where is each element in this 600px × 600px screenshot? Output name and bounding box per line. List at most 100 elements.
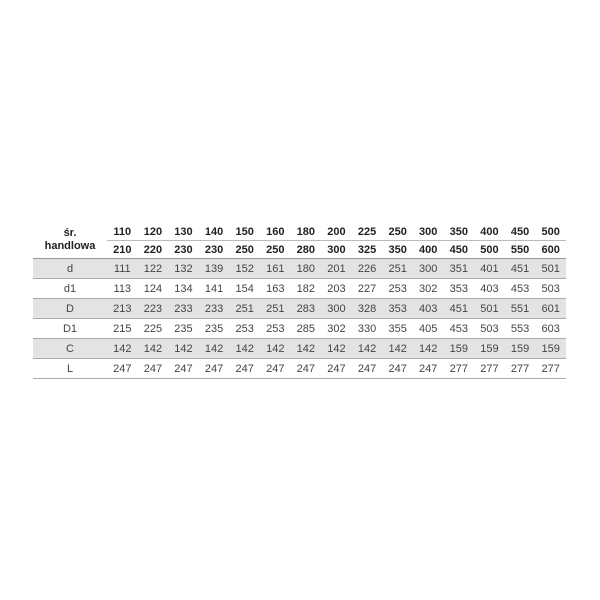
row-label: C — [33, 338, 107, 359]
table-cell: 203 — [321, 278, 352, 299]
table-cell: 163 — [259, 278, 291, 299]
header-cell: 325 — [351, 240, 383, 259]
table-cell: 247 — [351, 358, 383, 379]
table-cell: 451 — [504, 258, 536, 279]
header-cell: 180 — [290, 223, 322, 241]
table-cell: 603 — [535, 318, 566, 339]
table-cell: 553 — [504, 318, 536, 339]
table-cell: 161 — [259, 258, 291, 279]
row-label: L — [33, 358, 107, 379]
table-cell: 223 — [137, 298, 169, 319]
table-cell: 142 — [107, 338, 138, 359]
table-cell: 142 — [198, 338, 230, 359]
header-cell: 230 — [168, 240, 199, 259]
table-cell: 355 — [382, 318, 413, 339]
table-cell: 247 — [168, 358, 199, 379]
table-cell: 551 — [504, 298, 536, 319]
table-cell: 353 — [382, 298, 413, 319]
table-cell: 142 — [382, 338, 413, 359]
table-cell: 302 — [412, 278, 444, 299]
table-cell: 251 — [382, 258, 413, 279]
table-row: d 111 122 132 139 152 161 180 201 226 251 300 351 401… — [33, 258, 566, 279]
table-cell: 277 — [474, 358, 505, 379]
table-cell: 141 — [198, 278, 230, 299]
table-cell: 225 — [137, 318, 169, 339]
header-cell: 160 — [259, 223, 291, 241]
row-label: d — [33, 258, 107, 279]
table-cell: 233 — [198, 298, 230, 319]
table-cell: 233 — [168, 298, 199, 319]
table-cell: 142 — [229, 338, 260, 359]
table-cell: 302 — [321, 318, 352, 339]
table-cell: 142 — [412, 338, 444, 359]
table-cell: 247 — [321, 358, 352, 379]
table-cell: 111 — [107, 258, 138, 279]
table-cell: 453 — [443, 318, 475, 339]
header-cell: 300 — [412, 223, 444, 241]
table-cell: 601 — [535, 298, 566, 319]
header-cell: 400 — [412, 240, 444, 259]
header-row-secondary: 210 220 230 230 250 250 280 300 325 350 400 450 500 5… — [33, 240, 566, 259]
table-cell: 403 — [474, 278, 505, 299]
table-cell: 226 — [351, 258, 383, 279]
table-cell: 405 — [412, 318, 444, 339]
table-cell: 247 — [382, 358, 413, 379]
table-cell: 251 — [259, 298, 291, 319]
table-cell: 253 — [229, 318, 260, 339]
table-cell: 247 — [290, 358, 322, 379]
table-row: L 247 247 247 247 247 247 247 247 247 247 247 277 277… — [33, 358, 566, 379]
header-cell: 350 — [382, 240, 413, 259]
table-cell: 142 — [137, 338, 169, 359]
table-row: D 213 223 233 233 251 251 283 300 328 353 403 451 501… — [33, 298, 566, 319]
header-cell: 150 — [229, 223, 260, 241]
table-cell: 453 — [504, 278, 536, 299]
table-cell: 403 — [412, 298, 444, 319]
table-cell: 247 — [229, 358, 260, 379]
header-cell: 550 — [504, 240, 536, 259]
table-cell: 159 — [443, 338, 475, 359]
header-cell: 220 — [137, 240, 169, 259]
table-cell: 300 — [321, 298, 352, 319]
header-cell: 130 — [168, 223, 199, 241]
table-cell: 152 — [229, 258, 260, 279]
table-cell: 247 — [198, 358, 230, 379]
table-cell: 142 — [259, 338, 291, 359]
table-cell: 247 — [412, 358, 444, 379]
header-cell: 300 — [321, 240, 352, 259]
header-cell: 250 — [229, 240, 260, 259]
row-label: D — [33, 298, 107, 319]
table-cell: 159 — [474, 338, 505, 359]
table-cell: 353 — [443, 278, 475, 299]
table-cell: 154 — [229, 278, 260, 299]
table-cell: 247 — [259, 358, 291, 379]
table-cell: 134 — [168, 278, 199, 299]
table-cell: 142 — [290, 338, 322, 359]
table-cell: 247 — [107, 358, 138, 379]
row-label: D1 — [33, 318, 107, 339]
table-cell: 503 — [474, 318, 505, 339]
header-label-line2: handlowa — [44, 240, 96, 252]
dimensions-table: śr. handlowa 110 120 130 140 150 160 180 200 225 25… — [33, 223, 566, 379]
table-cell: 142 — [321, 338, 352, 359]
header-cell: 210 — [107, 240, 138, 259]
table-cell: 503 — [535, 278, 566, 299]
table-cell: 235 — [198, 318, 230, 339]
table-cell: 113 — [107, 278, 138, 299]
header-cell: 400 — [474, 223, 505, 241]
header-cell: 280 — [290, 240, 322, 259]
table-row: d1 113 124 134 141 154 163 182 203 227 253 302 353 40… — [33, 278, 566, 299]
row-label: d1 — [33, 278, 107, 299]
table-cell: 277 — [504, 358, 536, 379]
table-cell: 142 — [168, 338, 199, 359]
table-cell: 251 — [229, 298, 260, 319]
table-cell: 142 — [351, 338, 383, 359]
table-cell: 247 — [137, 358, 169, 379]
table-cell: 253 — [382, 278, 413, 299]
header-cell: 450 — [504, 223, 536, 241]
header-cell: 250 — [382, 223, 413, 241]
table-cell: 283 — [290, 298, 322, 319]
table-cell: 253 — [259, 318, 291, 339]
table-cell: 277 — [535, 358, 566, 379]
header-cell: 140 — [198, 223, 230, 241]
table-cell: 277 — [443, 358, 475, 379]
